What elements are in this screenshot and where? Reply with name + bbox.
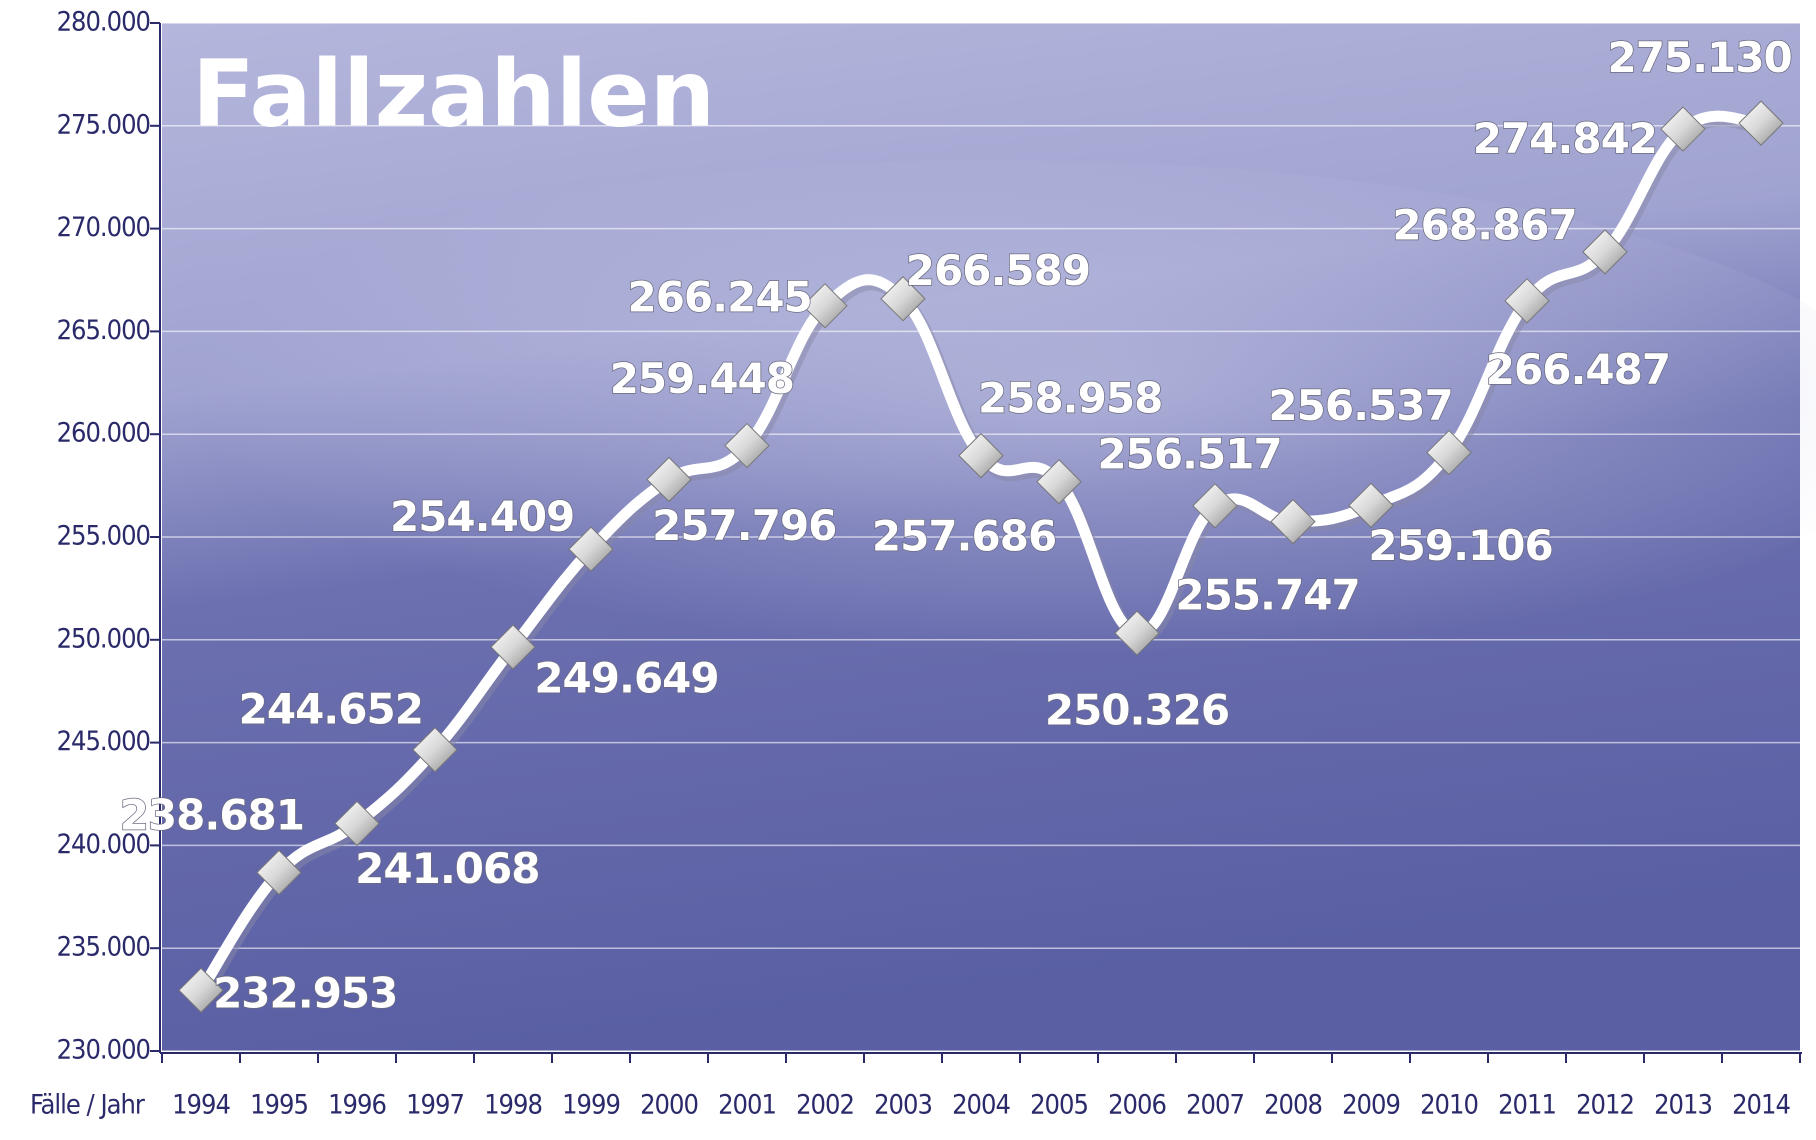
- value-label: 257.686: [872, 511, 1056, 560]
- x-tick-label: 2001: [718, 1090, 776, 1121]
- value-label: 244.652: [239, 685, 423, 734]
- x-axis-label: Fälle / Jahr: [30, 1090, 145, 1121]
- x-tick-label: 2002: [796, 1090, 854, 1121]
- x-tick-label: 2004: [952, 1090, 1010, 1121]
- x-tick-label: 1999: [562, 1090, 620, 1121]
- value-label: 256.517: [1097, 429, 1281, 478]
- x-tick-label: 2010: [1420, 1090, 1478, 1121]
- data-point: [1036, 459, 1082, 505]
- data-point: [568, 526, 614, 572]
- value-label: 275.130: [1607, 33, 1791, 82]
- x-tick-label: 2011: [1498, 1090, 1556, 1121]
- x-tick-label: 1994: [172, 1090, 230, 1121]
- value-label: 266.245: [627, 273, 811, 322]
- value-label: 258.958: [978, 373, 1162, 422]
- data-point: [1504, 278, 1550, 324]
- data-point: [256, 849, 302, 896]
- x-tick-label: 1996: [328, 1090, 386, 1121]
- value-label: 249.649: [534, 654, 718, 703]
- value-label: 238.681: [120, 790, 304, 839]
- data-point: [1426, 429, 1472, 476]
- value-label: 259.106: [1368, 521, 1552, 570]
- value-label: 254.409: [390, 492, 574, 541]
- value-label: 257.796: [652, 501, 836, 550]
- data-point: [880, 276, 926, 322]
- x-tick-label: 2013: [1654, 1090, 1712, 1121]
- x-tick-label: 2014: [1732, 1090, 1790, 1121]
- y-tick-label: 280.000: [57, 7, 150, 38]
- data-point: [646, 456, 692, 503]
- chart-title: Fallzahlen: [192, 40, 715, 147]
- y-tick-label: 275.000: [57, 109, 150, 140]
- data-point: [412, 727, 458, 773]
- value-label: 256.537: [1268, 381, 1452, 430]
- value-label: 274.842: [1473, 114, 1657, 163]
- value-label: 255.747: [1175, 571, 1359, 620]
- x-tick-label: 1998: [484, 1090, 542, 1121]
- y-tick-label: 260.000: [57, 418, 150, 449]
- x-tick-label: 2000: [640, 1090, 698, 1121]
- data-point: [1192, 483, 1238, 529]
- x-tick-label: 1995: [250, 1090, 308, 1121]
- data-point: [802, 283, 848, 329]
- data-point: [1660, 106, 1706, 152]
- x-tick-label: 2006: [1108, 1090, 1166, 1121]
- value-label: 259.448: [610, 354, 794, 403]
- y-tick-label: 235.000: [57, 932, 150, 963]
- data-point: [178, 967, 224, 1013]
- y-tick-label: 250.000: [57, 623, 150, 654]
- x-tick-label: 2005: [1030, 1090, 1088, 1121]
- value-label: 232.953: [213, 968, 397, 1017]
- x-tick-label: 2007: [1186, 1090, 1244, 1121]
- data-point: [490, 624, 536, 670]
- data-point: [958, 432, 1004, 479]
- value-label: 250.326: [1045, 685, 1229, 734]
- data-point: [334, 800, 380, 847]
- data-point: [1582, 229, 1628, 275]
- value-label: 241.068: [355, 844, 539, 893]
- y-tick-label: 245.000: [57, 726, 150, 757]
- data-point: [1270, 498, 1316, 545]
- y-tick-label: 240.000: [57, 829, 150, 860]
- data-point: [724, 422, 770, 469]
- data-point: [1114, 610, 1160, 656]
- value-label: 266.589: [906, 246, 1090, 295]
- x-tick-label: 2012: [1576, 1090, 1634, 1121]
- value-label: 268.867: [1392, 200, 1576, 249]
- y-tick-label: 255.000: [57, 521, 150, 552]
- y-tick-label: 230.000: [57, 1035, 150, 1066]
- x-tick-label: 1997: [406, 1090, 464, 1121]
- y-tick-label: 265.000: [57, 315, 150, 346]
- value-label: 266.487: [1486, 345, 1670, 394]
- x-tick-label: 2009: [1342, 1090, 1400, 1121]
- y-tick-label: 270.000: [57, 212, 150, 243]
- x-tick-label: 2008: [1264, 1090, 1322, 1121]
- data-point: [1738, 100, 1784, 146]
- data-point: [1348, 482, 1394, 529]
- x-tick-label: 2003: [874, 1090, 932, 1121]
